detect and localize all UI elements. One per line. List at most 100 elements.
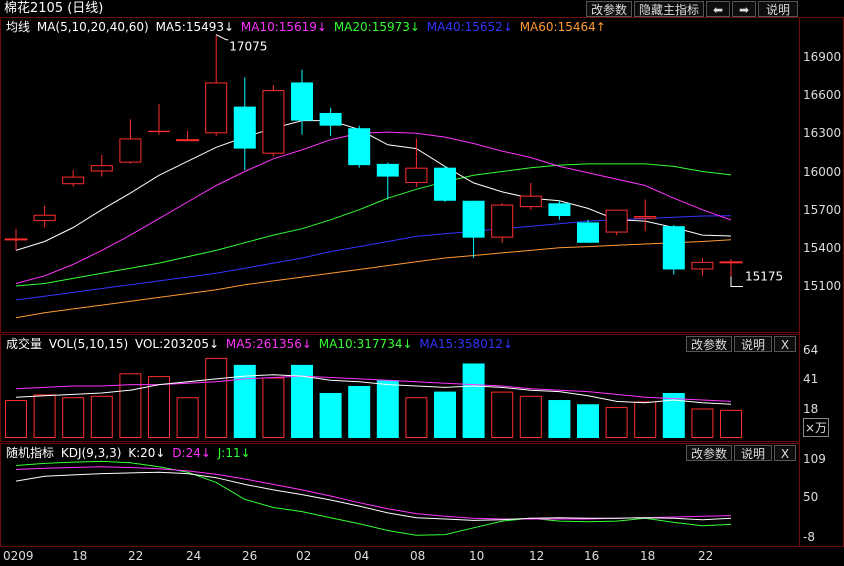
volume-bar	[319, 393, 342, 438]
date-label: 12	[529, 549, 545, 563]
candle-body	[691, 261, 714, 270]
candle-body	[176, 139, 200, 142]
kdj-d-value: D:24↓	[172, 446, 211, 460]
volume-bar	[491, 391, 514, 438]
volume-ma10: MA10:317734↓	[318, 337, 413, 351]
volume-y-tick: 64	[803, 343, 819, 357]
volume-help-button[interactable]: 说明	[734, 336, 772, 352]
kdj-params: KDJ(9,3,3)	[60, 446, 122, 460]
ma10-line	[15, 131, 732, 284]
kdj-y-tick: 50	[803, 490, 819, 504]
volume-ma5-line	[15, 374, 732, 405]
volume-bar	[434, 391, 456, 438]
ma40-value: MA40:15652↓	[426, 20, 513, 34]
date-label: 02	[296, 549, 312, 563]
volume-bar	[62, 397, 85, 438]
y-tick: 16300	[803, 126, 842, 140]
low-price-label: 15175	[745, 269, 783, 283]
candle-body	[205, 82, 228, 134]
volume-bar	[634, 401, 657, 438]
volume-bar	[691, 408, 714, 438]
kdj-indicator-name: 随机指标	[6, 446, 55, 460]
y-tick: 15400	[803, 241, 842, 255]
date-label: 18	[72, 549, 88, 563]
kdj-params-button[interactable]: 改参数	[686, 445, 732, 461]
prev-arrow-icon[interactable]: ⬅	[706, 1, 730, 17]
low-marker-line	[730, 276, 743, 287]
volume-close-button[interactable]: X	[774, 336, 796, 352]
kdj-k-line	[15, 471, 732, 521]
volume-bar	[5, 400, 27, 438]
ma10-value: MA10:15619↓	[240, 20, 327, 34]
kdj-j-line	[15, 460, 732, 536]
ma60-value: MA60:15464↑	[519, 20, 606, 34]
volume-ma10-line	[15, 375, 732, 402]
indicator-params: MA(5,10,20,40,60)	[36, 20, 149, 34]
candle-body	[519, 195, 542, 208]
candle-body	[577, 222, 599, 243]
candle-body	[548, 203, 571, 217]
candle-body	[719, 261, 743, 264]
volume-bar	[662, 393, 685, 438]
candle-body	[233, 106, 256, 149]
volume-bar	[291, 364, 313, 438]
candle-body	[662, 226, 685, 270]
volume-bar	[548, 400, 571, 438]
candle-body	[291, 82, 313, 121]
candle-body	[348, 128, 371, 166]
high-marker-line	[215, 34, 229, 41]
date-label: 16	[584, 549, 600, 563]
volume-bar	[176, 397, 199, 438]
kdj-legend: 随机指标 KDJ(9,3,3) K:20↓ D:24↓ J:11↓	[6, 446, 254, 460]
date-label: 10	[469, 549, 485, 563]
volume-bar	[262, 377, 285, 438]
y-tick: 16900	[803, 50, 842, 64]
candle-body	[434, 167, 456, 201]
volume-y-tick: 18	[803, 402, 819, 416]
volume-bar	[376, 380, 399, 438]
indicator-name: 均线	[6, 20, 31, 34]
date-label: 26	[242, 549, 258, 563]
candle-body	[119, 138, 142, 163]
params-button[interactable]: 改参数	[586, 1, 632, 17]
date-label: 08	[410, 549, 426, 563]
volume-bar	[405, 397, 428, 438]
volume-bar	[205, 357, 228, 438]
volume-bar	[577, 404, 599, 438]
volume-y-tick: 41	[803, 372, 819, 386]
next-arrow-icon[interactable]: ➡	[732, 1, 756, 17]
main-indicator-legend: 均线 MA(5,10,20,40,60) MA5:15493↓ MA10:156…	[6, 20, 609, 34]
candle-body	[634, 216, 657, 219]
volume-bar	[605, 407, 628, 438]
candle-body	[462, 200, 485, 238]
volume-bar	[119, 373, 142, 438]
volume-bar	[519, 395, 542, 438]
kdj-y-tick: -8	[803, 530, 815, 544]
volume-bar	[348, 385, 371, 438]
ma20-value: MA20:15973↓	[333, 20, 420, 34]
hide-indicator-button[interactable]: 隐藏主指标	[634, 1, 704, 17]
candle-body	[4, 238, 28, 241]
volume-value: VOL:203205↓	[134, 337, 220, 351]
help-button[interactable]: 说明	[758, 1, 798, 17]
date-label: 04	[354, 549, 370, 563]
kdj-help-button[interactable]: 说明	[734, 445, 772, 461]
volume-bar	[233, 364, 256, 438]
volume-indicator-name: 成交量	[6, 337, 43, 351]
volume-params-button[interactable]: 改参数	[686, 336, 732, 352]
date-label: 24	[186, 549, 202, 563]
kdj-k-value: K:20↓	[128, 446, 166, 460]
candle-body	[262, 90, 285, 154]
date-label: 22	[128, 549, 144, 563]
ma5-value: MA5:15493↓	[155, 20, 235, 34]
date-label: 18	[640, 549, 656, 563]
volume-ma5: MA5:261356↓	[225, 337, 312, 351]
volume-params: VOL(5,10,15)	[48, 337, 129, 351]
y-tick: 15100	[803, 279, 842, 293]
y-tick: 15700	[803, 203, 842, 217]
candle-body	[605, 209, 628, 233]
window-title: 棉花2105 (日线)	[4, 1, 104, 16]
high-price-label: 17075	[229, 40, 267, 54]
kdj-close-button[interactable]: X	[774, 445, 796, 461]
